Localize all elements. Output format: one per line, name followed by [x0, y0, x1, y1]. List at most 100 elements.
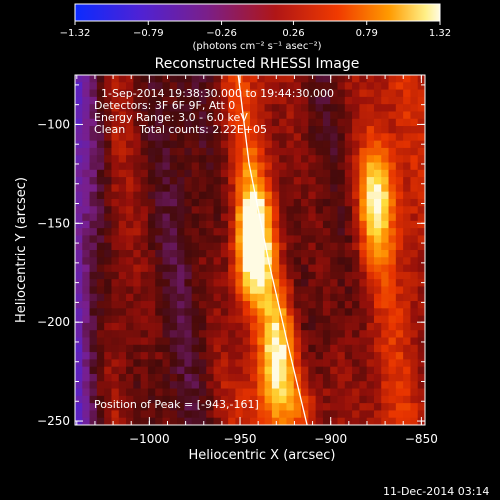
heatmap-cell	[191, 126, 200, 134]
heatmap-cell	[330, 373, 339, 382]
heatmap-cell	[366, 250, 375, 258]
heatmap-cell	[147, 82, 156, 91]
heatmap-cell	[359, 417, 368, 425]
heatmap-cell	[330, 206, 339, 215]
heatmap-cell	[403, 177, 412, 185]
heatmap-cell	[111, 111, 120, 120]
heatmap-cell	[286, 133, 295, 142]
heatmap-cell	[344, 155, 353, 164]
heatmap-cell	[330, 198, 339, 207]
heatmap-cell	[162, 286, 171, 295]
heatmap-cell	[359, 395, 368, 404]
heatmap-cell	[381, 257, 390, 266]
heatmap-cell	[155, 279, 164, 288]
heatmap-cell	[279, 177, 288, 185]
heatmap-cell	[206, 169, 215, 178]
heatmap-cell	[184, 140, 193, 149]
heatmap-cell	[220, 169, 229, 178]
heatmap-cell	[242, 213, 251, 222]
heatmap-cell	[286, 177, 295, 185]
heatmap-cell	[417, 395, 425, 404]
heatmap-cell	[191, 279, 200, 288]
heatmap-cell	[228, 198, 237, 207]
heatmap-cell	[322, 169, 331, 178]
heatmap-cell	[264, 410, 273, 419]
heatmap-cell	[126, 89, 134, 98]
heatmap-cell	[250, 133, 258, 142]
heatmap-cell	[301, 330, 309, 339]
heatmap-cell	[366, 198, 375, 207]
heatmap-cell	[308, 337, 317, 346]
heatmap-cell	[381, 366, 390, 375]
heatmap-cell	[388, 82, 397, 91]
heatmap-cell	[82, 220, 91, 229]
heatmap-cell	[104, 104, 113, 113]
heatmap-cell	[417, 264, 425, 273]
heatmap-cell	[250, 286, 258, 295]
heatmap-cell	[403, 373, 412, 382]
heatmap-cell	[271, 89, 280, 98]
heatmap-cell	[330, 140, 339, 149]
heatmap-cell	[264, 82, 273, 91]
heatmap-cell	[395, 104, 404, 113]
heatmap-cell	[352, 126, 360, 134]
heatmap-cell	[286, 250, 295, 258]
heatmap-cell	[352, 133, 360, 142]
heatmap-cell	[337, 366, 346, 375]
heatmap-cell	[330, 359, 339, 368]
heatmap-cell	[111, 315, 120, 324]
heatmap-cell	[352, 417, 360, 425]
heatmap-cell	[410, 155, 419, 164]
heatmap-cell	[213, 381, 222, 390]
heatmap-cell	[301, 118, 309, 127]
heatmap-cell	[220, 264, 229, 273]
heatmap-cell	[293, 89, 302, 98]
heatmap-cell	[395, 293, 404, 302]
heatmap-cell	[373, 140, 382, 149]
heatmap-cell	[410, 264, 419, 273]
heatmap-cell	[352, 184, 360, 193]
heatmap-cell	[133, 388, 142, 397]
heatmap-cell	[301, 366, 309, 375]
heatmap-cell	[322, 118, 331, 127]
heatmap-cell	[264, 169, 273, 178]
heatmap-cell	[293, 410, 302, 419]
heatmap-cell	[257, 140, 266, 149]
colorbar-tick-label: −0.26	[206, 28, 237, 39]
heatmap-cell	[257, 198, 266, 207]
heatmap-cell	[140, 381, 149, 390]
heatmap-cell	[169, 228, 178, 237]
heatmap-cell	[417, 315, 425, 324]
heatmap-cell	[89, 184, 98, 193]
heatmap-cell	[257, 75, 266, 83]
heatmap-cell	[381, 198, 390, 207]
heatmap-cell	[75, 257, 83, 266]
heatmap-cell	[257, 271, 266, 280]
heatmap-cell	[133, 191, 142, 200]
heatmap-cell	[250, 417, 258, 425]
heatmap-cell	[118, 388, 127, 397]
heatmap-cell	[417, 322, 425, 331]
heatmap-cell	[410, 126, 419, 134]
heatmap-cell	[359, 403, 368, 412]
heatmap-cell	[322, 271, 331, 280]
heatmap-cell	[118, 206, 127, 215]
heatmap-cell	[82, 126, 91, 134]
heatmap-cell	[337, 337, 346, 346]
heatmap-cell	[410, 271, 419, 280]
heatmap-cell	[359, 322, 368, 331]
heatmap-cell	[264, 206, 273, 215]
heatmap-cell	[257, 417, 266, 425]
heatmap-cell	[198, 242, 207, 251]
heatmap-cell	[388, 301, 397, 309]
heatmap-cell	[417, 82, 425, 91]
heatmap-cell	[82, 381, 91, 390]
heatmap-cell	[111, 133, 120, 142]
heatmap-cell	[330, 133, 339, 142]
heatmap-cell	[111, 257, 120, 266]
heatmap-cell	[220, 352, 229, 360]
heatmap-cell	[89, 257, 98, 266]
heatmap-cell	[359, 264, 368, 273]
heatmap-cell	[322, 104, 331, 113]
heatmap-cell	[126, 169, 134, 178]
